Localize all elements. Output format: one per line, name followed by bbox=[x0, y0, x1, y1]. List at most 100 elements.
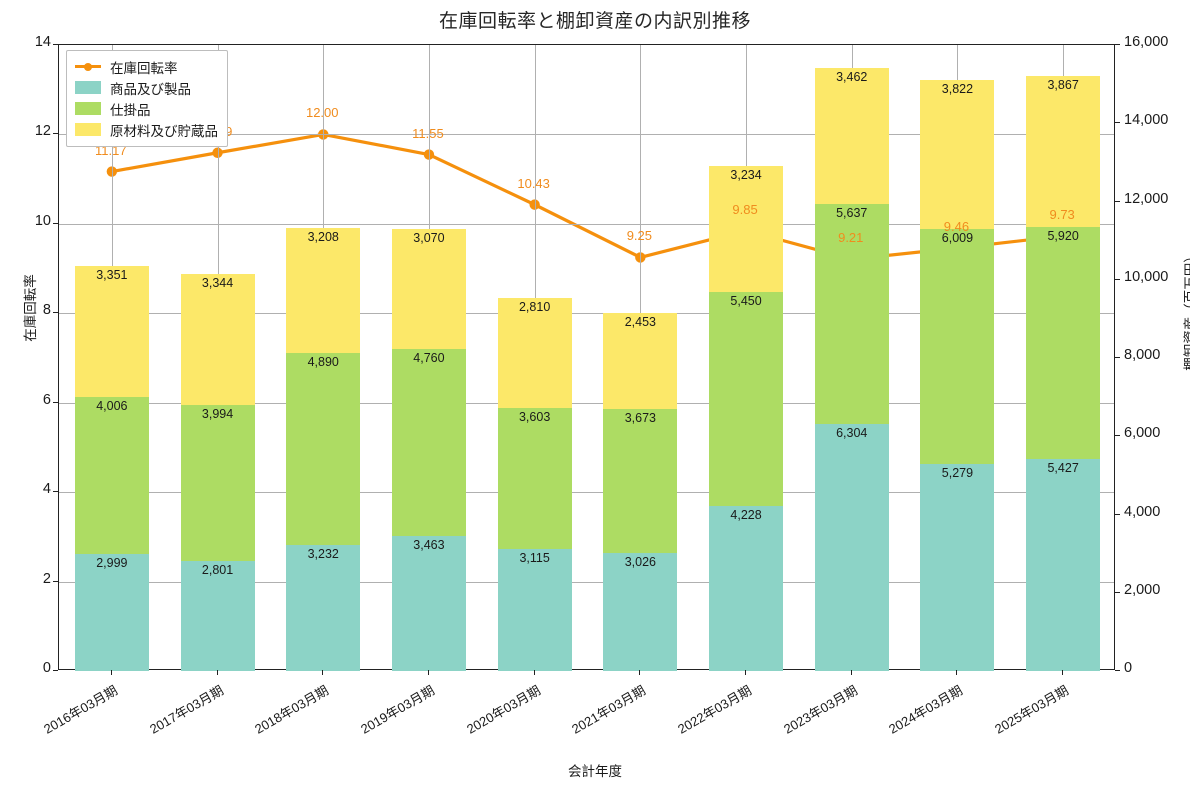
bar-segment[interactable] bbox=[920, 464, 995, 671]
x-axis-tickmark bbox=[956, 670, 958, 675]
bar-segment[interactable] bbox=[603, 552, 678, 671]
x-axis-tick-label: 2020年03月期 bbox=[463, 682, 543, 737]
x-axis-tick-label: 2024年03月期 bbox=[886, 682, 966, 737]
bar-segment[interactable] bbox=[603, 312, 678, 409]
bar-column[interactable]: 6,304 5,637 3,462 bbox=[814, 45, 889, 671]
y-axis-right-tick: 0 bbox=[1124, 660, 1133, 676]
legend-label: 仕掛品 bbox=[110, 102, 151, 118]
y-axis-left-tickmark bbox=[53, 222, 58, 224]
bar-segment[interactable] bbox=[391, 535, 466, 671]
bar-segment[interactable] bbox=[180, 405, 255, 562]
bar-column[interactable]: 4,228 5,450 3,234 bbox=[709, 45, 784, 671]
bar-segment[interactable] bbox=[391, 229, 466, 350]
x-axis-tickmark bbox=[850, 670, 852, 675]
chart-legend[interactable]: 在庫回転率 商品及び製品 仕掛品 原材料及び貯蔵品 bbox=[66, 50, 228, 147]
bar-segment[interactable] bbox=[709, 165, 784, 293]
x-axis-tickmark bbox=[745, 670, 747, 675]
bar-segment[interactable] bbox=[180, 561, 255, 671]
y-axis-right-tick: 8,000 bbox=[1124, 347, 1161, 363]
y-axis-right-tickmark bbox=[1115, 435, 1120, 437]
bar-segment[interactable] bbox=[814, 424, 889, 671]
x-axis-tickmark bbox=[322, 670, 324, 675]
legend-item-wip[interactable]: 仕掛品 bbox=[75, 98, 218, 119]
y-axis-right-tick: 14,000 bbox=[1124, 112, 1169, 129]
bar-segment[interactable] bbox=[709, 292, 784, 506]
bar-segment[interactable] bbox=[74, 396, 149, 554]
bar-segment[interactable] bbox=[920, 79, 995, 230]
x-axis-tickmark bbox=[216, 670, 218, 675]
bar-segment[interactable] bbox=[920, 229, 995, 465]
chart-title: 在庫回転率と棚卸資産の内訳別推移 bbox=[438, 11, 751, 32]
bar-segment[interactable] bbox=[1026, 458, 1101, 671]
y-axis-right-tickmark bbox=[1115, 278, 1120, 280]
bar-segment[interactable] bbox=[74, 553, 149, 671]
bar-column[interactable]: 5,427 5,920 3,867 bbox=[1026, 45, 1101, 671]
bar-segment[interactable] bbox=[709, 505, 784, 671]
y-axis-left-tick: 10 bbox=[34, 212, 51, 229]
bar-segment[interactable] bbox=[497, 408, 572, 550]
y-axis-left-tick: 12 bbox=[34, 123, 51, 140]
y-axis-left-tickmark bbox=[53, 580, 58, 582]
y-axis-left-tickmark bbox=[53, 491, 58, 493]
y-axis-right-tick: 16,000 bbox=[1124, 34, 1169, 50]
y-axis-left-tickmark bbox=[53, 312, 58, 314]
bar-segment[interactable] bbox=[814, 203, 889, 425]
bar-segment[interactable] bbox=[286, 353, 361, 545]
bar-segment[interactable] bbox=[1026, 75, 1101, 228]
bar-segment[interactable] bbox=[497, 549, 572, 671]
x-axis-tick-label: 2023年03月期 bbox=[780, 682, 860, 737]
bar-column[interactable]: 3,232 4,890 3,208 bbox=[286, 45, 361, 671]
line-data-point[interactable] bbox=[106, 166, 118, 177]
y-axis-right-tick: 4,000 bbox=[1124, 503, 1161, 520]
bar-segment[interactable] bbox=[286, 544, 361, 671]
x-axis-tick-label: 2018年03月期 bbox=[252, 682, 332, 737]
legend-item-merchandise[interactable]: 商品及び製品 bbox=[75, 77, 218, 98]
y-axis-left-tick: 4 bbox=[42, 481, 51, 498]
legend-label: 商品及び製品 bbox=[110, 81, 191, 97]
bar-column[interactable]: 5,279 6,009 3,822 bbox=[920, 45, 995, 671]
y-axis-right-tickmark bbox=[1115, 670, 1120, 671]
bar-column[interactable]: 3,026 3,673 2,453 bbox=[603, 45, 678, 671]
color-swatch-icon bbox=[75, 102, 101, 115]
x-axis-tick-label: 2016年03月期 bbox=[40, 682, 120, 737]
bar-column[interactable]: 2,999 4,006 3,351 bbox=[74, 45, 149, 671]
y-axis-right-tick: 2,000 bbox=[1124, 581, 1161, 598]
line-data-point[interactable] bbox=[423, 149, 435, 160]
x-axis-tick-label: 2025年03月期 bbox=[992, 682, 1072, 737]
bar-segment[interactable] bbox=[1026, 227, 1101, 459]
bar-segment[interactable] bbox=[286, 227, 361, 354]
gridline-horizontal bbox=[59, 134, 1114, 136]
line-data-point[interactable] bbox=[212, 147, 223, 158]
bar-segment[interactable] bbox=[814, 68, 889, 204]
y-axis-right-tickmark bbox=[1115, 357, 1120, 358]
x-axis-tickmark bbox=[1062, 670, 1064, 675]
y-axis-left-tick: 2 bbox=[42, 570, 51, 587]
color-swatch-icon bbox=[75, 81, 101, 94]
y-axis-left-tickmark bbox=[53, 44, 58, 45]
legend-item-line[interactable]: 在庫回転率 bbox=[75, 56, 218, 77]
gridline-horizontal bbox=[59, 492, 1114, 494]
y-axis-left-tickmark bbox=[53, 133, 58, 135]
y-axis-left-tick: 0 bbox=[42, 660, 51, 676]
bar-column[interactable]: 3,463 4,760 3,070 bbox=[391, 45, 466, 671]
legend-label: 原材料及び貯蔵品 bbox=[110, 123, 218, 139]
color-swatch-icon bbox=[75, 123, 101, 136]
y-axis-right-tick: 10,000 bbox=[1124, 268, 1169, 285]
gridline-horizontal bbox=[59, 581, 1114, 583]
line-data-point[interactable] bbox=[529, 199, 540, 210]
bar-column[interactable]: 3,115 3,603 2,810 bbox=[497, 45, 572, 671]
bar-segment[interactable] bbox=[391, 349, 466, 536]
gridline-horizontal bbox=[59, 313, 1114, 315]
bar-segment[interactable] bbox=[74, 265, 149, 397]
y-axis-right-tick: 12,000 bbox=[1124, 190, 1169, 207]
bar-segment[interactable] bbox=[497, 298, 572, 409]
bar-segment[interactable] bbox=[180, 274, 255, 406]
bar-segment[interactable] bbox=[603, 408, 678, 553]
legend-item-rawmaterials[interactable]: 原材料及び貯蔵品 bbox=[75, 119, 218, 140]
y-axis-left-tick: 14 bbox=[34, 34, 51, 50]
x-axis-tick-label: 2021年03月期 bbox=[569, 682, 649, 737]
y-axis-right-tickmark bbox=[1115, 200, 1120, 202]
legend-label: 在庫回転率 bbox=[110, 60, 178, 76]
x-axis-tickmark bbox=[639, 670, 641, 675]
